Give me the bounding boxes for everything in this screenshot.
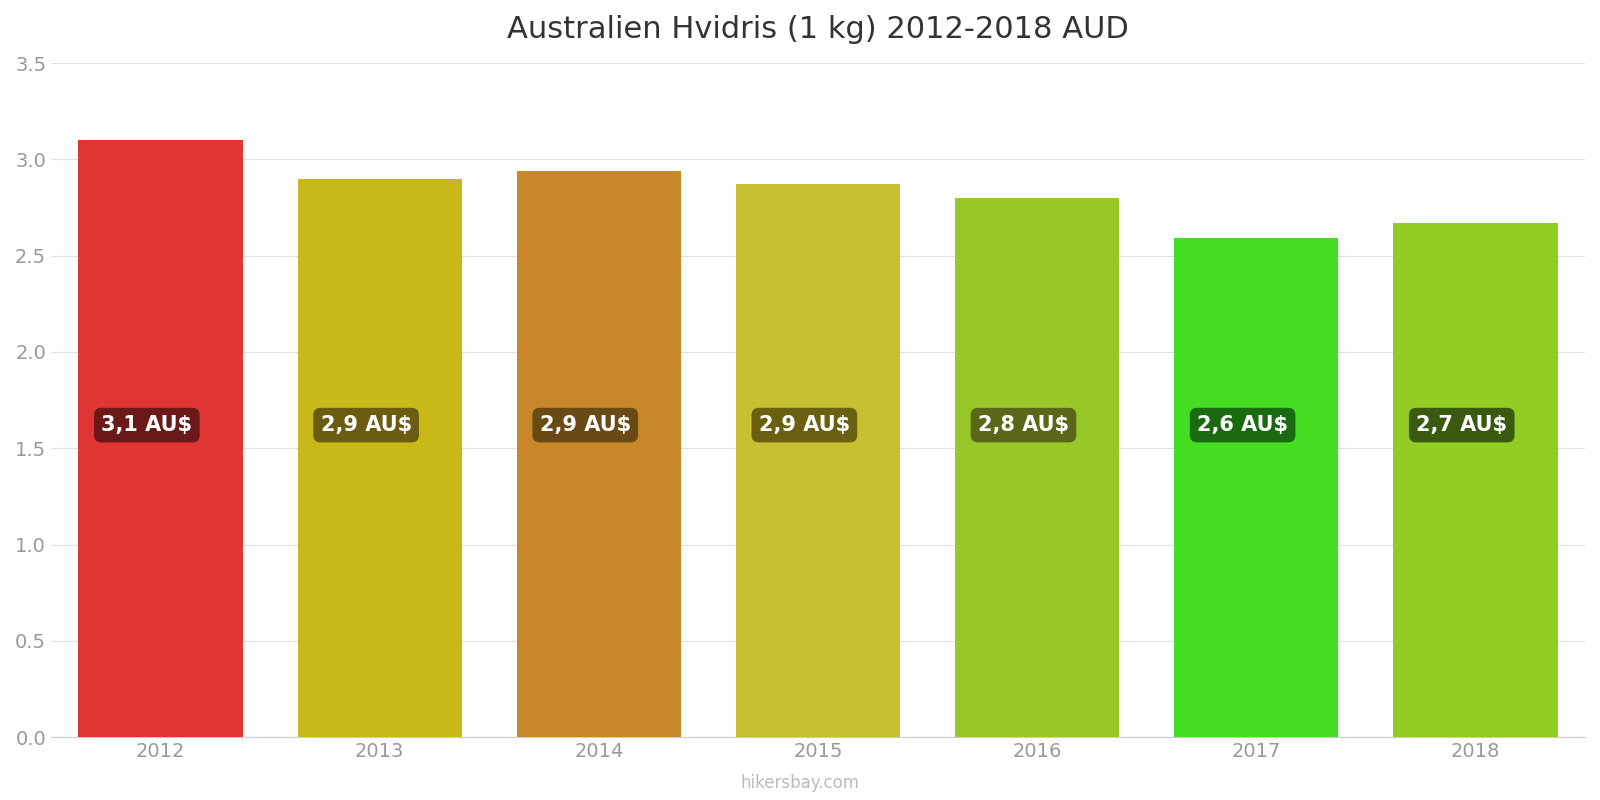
Title: Australien Hvidris (1 kg) 2012-2018 AUD: Australien Hvidris (1 kg) 2012-2018 AUD [507, 15, 1130, 44]
Text: 3,1 AU$: 3,1 AU$ [101, 415, 192, 435]
Text: 2,8 AU$: 2,8 AU$ [978, 415, 1069, 435]
Bar [736, 184, 901, 737]
Bar [1394, 223, 1558, 737]
Text: 2,9 AU$: 2,9 AU$ [539, 415, 630, 435]
Text: 2,7 AU$: 2,7 AU$ [1416, 415, 1507, 435]
Bar [298, 178, 462, 737]
Text: hikersbay.com: hikersbay.com [741, 774, 859, 792]
Text: 2,9 AU$: 2,9 AU$ [320, 415, 411, 435]
Bar [955, 198, 1120, 737]
Bar [1174, 238, 1339, 737]
Text: 2,9 AU$: 2,9 AU$ [758, 415, 850, 435]
Bar [517, 171, 682, 737]
Text: 2,6 AU$: 2,6 AU$ [1197, 415, 1288, 435]
Bar [78, 140, 243, 737]
